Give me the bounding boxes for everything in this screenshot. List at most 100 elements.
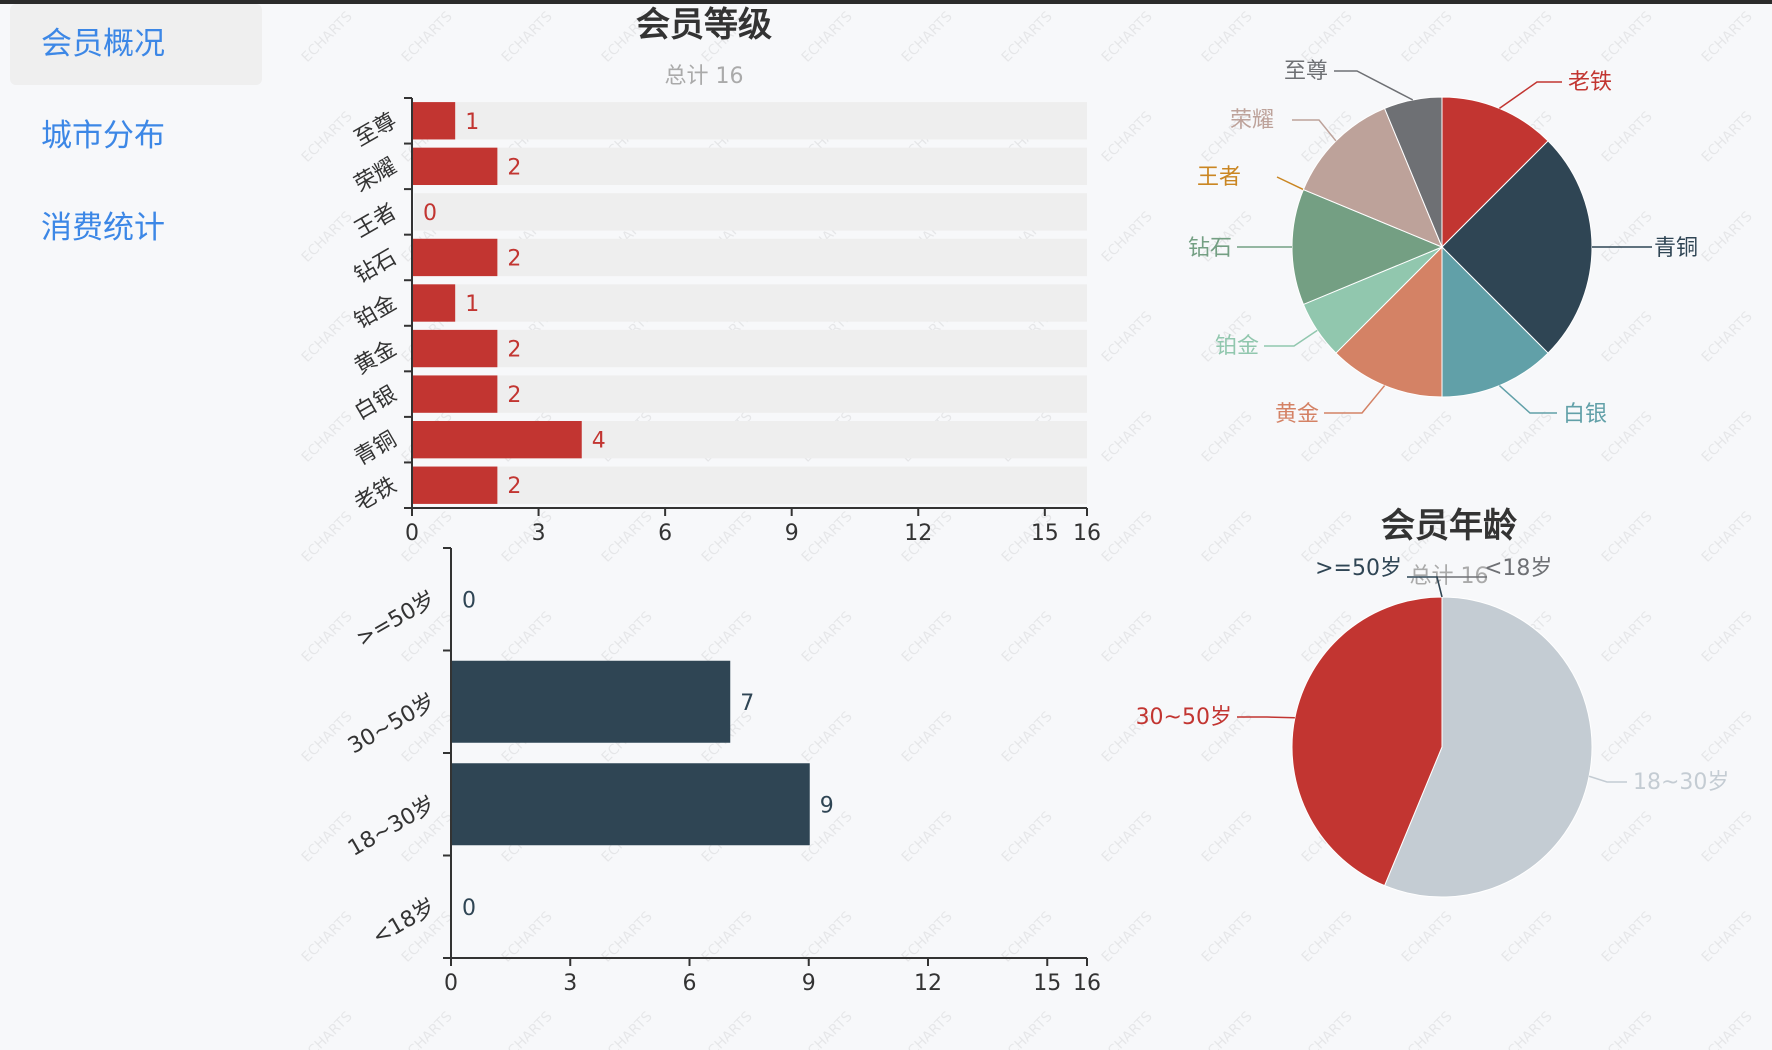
category-label: 荣耀 [350,154,401,198]
watermark-text: ECHARTS [1699,308,1756,365]
age-chart-title: 会员年龄 [1381,506,1517,546]
x-tick-label: 9 [802,971,816,996]
pie-leader-line [1498,81,1562,110]
watermark-text: ECHARTS [1699,108,1756,165]
sidebar-nav: 会员概况 城市分布 消费统计 [10,4,262,280]
watermark-text: ECHARTS [1599,908,1656,965]
level-chart-subtitle: 总计 16 [665,64,744,89]
watermark-text: ECHARTS [999,608,1056,665]
bar [413,102,456,140]
pie-label: 白银 [1563,402,1607,427]
bar-background [414,193,1087,231]
watermark-text: ECHARTS [1199,808,1256,865]
watermark-text: ECHARTS [299,508,356,565]
bar [413,329,498,368]
watermark-text: ECHARTS [1499,908,1556,965]
watermark-text: ECHARTS [1399,408,1456,465]
watermark-text: ECHARTS [1399,1008,1456,1050]
bar-background [414,329,1087,368]
watermark-text: ECHARTS [1599,208,1656,265]
pie-leader-line [1334,70,1414,101]
watermark-text: ECHARTS [1499,1008,1556,1050]
watermark-text: ECHARTS [1599,708,1656,765]
watermark-text: ECHARTS [299,108,356,165]
watermark-text: ECHARTS [1699,908,1756,965]
x-tick-label: 6 [683,971,697,996]
watermark-text: ECHARTS [1699,208,1756,265]
watermark-text: ECHARTS [499,1008,556,1050]
bar-value-label: 0 [423,201,437,226]
watermark-text: ECHARTS [899,1008,956,1050]
nav-item-member-overview[interactable]: 会员概况 [10,4,262,85]
watermark-text: ECHARTS [299,208,356,265]
x-tick-label: 12 [914,971,942,996]
window-top-border [0,0,1772,4]
x-tick-label: 15 [1031,521,1059,546]
category-label: 青铜 [350,427,401,471]
pie-leader-line [1324,385,1386,414]
watermark-text: ECHARTS [1099,1008,1156,1050]
watermark-text: ECHARTS [1099,408,1156,465]
bar-value-label: 1 [465,292,479,317]
x-tick-label: 16 [1073,971,1101,996]
category-label: 白银 [350,382,401,426]
x-tick-label: 6 [658,521,672,546]
bar [413,238,498,277]
watermark-text: ECHARTS [1699,1008,1756,1050]
watermark-text: ECHARTS [499,8,556,65]
bar-value-label: 9 [820,793,834,818]
watermark-text: ECHARTS [1599,308,1656,365]
watermark-text: ECHARTS [1699,8,1756,65]
watermark-text: ECHARTS [1599,1008,1656,1050]
watermark-text: ECHARTS [299,608,356,665]
watermark-text: ECHARTS [1099,108,1156,165]
nav-item-city-distribution[interactable]: 城市分布 [41,118,165,154]
watermark-text: ECHARTS [499,508,556,565]
watermark-text: ECHARTS [899,708,956,765]
watermark-text: ECHARTS [1699,408,1756,465]
watermark-text: ECHARTS [599,1008,656,1050]
watermark-text: ECHARTS [799,8,856,65]
watermark-text: ECHARTS [1199,1008,1256,1050]
watermark-text: ECHARTS [1599,108,1656,165]
watermark-text: ECHARTS [1699,808,1756,865]
watermark-text: ECHARTS [299,1008,356,1050]
watermark-text: ECHARTS [1099,508,1156,565]
x-tick-label: 0 [444,971,458,996]
pie-label: 王者 [1197,165,1241,190]
watermark-text: ECHARTS [299,408,356,465]
watermark-text: ECHARTS [1399,8,1456,65]
watermark-text: ECHARTS [999,708,1056,765]
bar [413,420,582,459]
pie-slice [1383,96,1443,248]
watermark-text: ECHARTS [299,308,356,365]
watermark-text: ECHARTS [599,608,656,665]
bar-value-label: 0 [462,588,476,613]
category-label: 至尊 [350,108,401,152]
pie-leader-line [1264,329,1318,347]
watermark-text: ECHARTS [1699,608,1756,665]
watermark-text: ECHARTS [1099,308,1156,365]
watermark-text: ECHARTS [999,808,1056,865]
watermark-text: ECHARTS [1099,908,1156,965]
watermark-text: ECHARTS [1299,908,1356,965]
watermark-text: ECHARTS [1099,608,1156,665]
watermark-text: ECHARTS [699,508,756,565]
category-label: 王者 [350,199,401,243]
bar-value-label: 2 [507,155,521,180]
watermark-text: ECHARTS [1399,908,1456,965]
bar [413,466,498,504]
bar-background [414,284,1087,322]
pie-leader-line [1237,716,1295,719]
pie-label: 30~50岁 [1136,705,1232,730]
bar [452,660,731,743]
watermark-text: ECHARTS [1499,408,1556,465]
watermark-text: ECHARTS [499,608,556,665]
watermark-text: ECHARTS [899,8,956,65]
watermark-text: ECHARTS [799,608,856,665]
pie-leader-line [1276,176,1304,191]
pie-slice [1302,107,1443,248]
x-tick-label: 9 [785,521,799,546]
nav-item-consumption-stats[interactable]: 消费统计 [41,210,165,246]
